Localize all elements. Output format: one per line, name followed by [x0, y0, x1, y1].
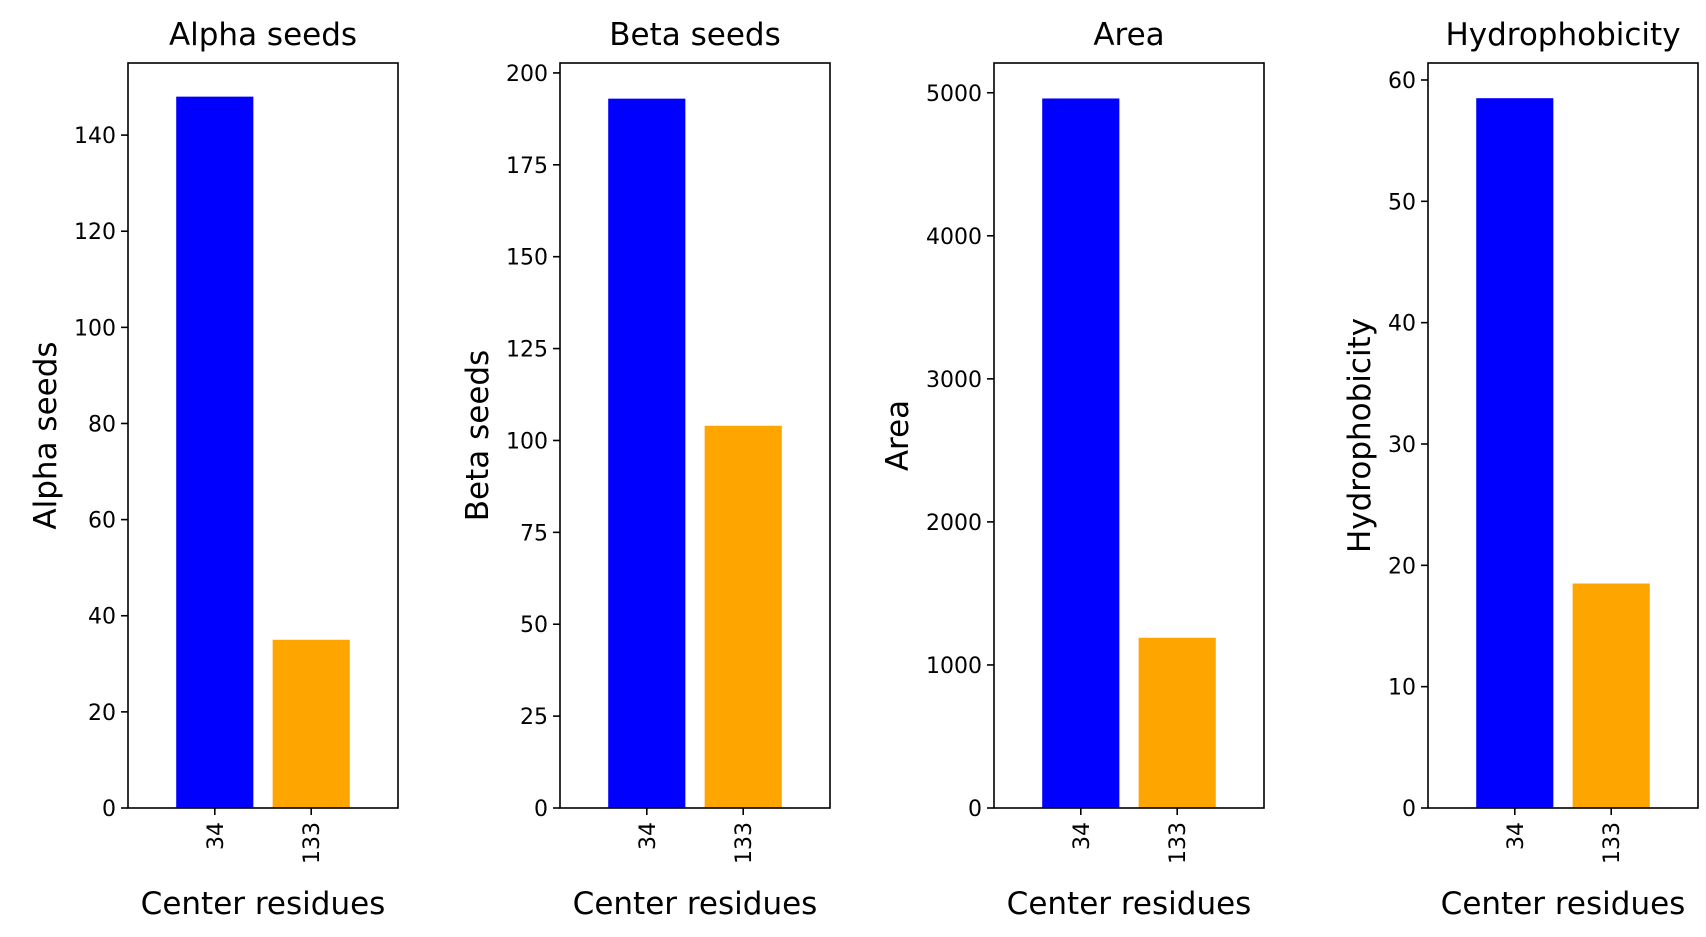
- chart-panel-2: 0 25 50 75 100 125 150 175 200 34 133 Beta seeds Cen…: [460, 17, 831, 922]
- y-tick-label: 30: [1388, 433, 1416, 458]
- x-axis-label: Center residues: [1441, 886, 1686, 922]
- bar-34: [176, 96, 254, 809]
- y-axis-label: Alpha seeds: [28, 341, 64, 529]
- bar-133: [272, 639, 350, 808]
- chart-panel-4: 0 10 20 30 40 50 60 34 133 Hydrophobicity Center r…: [1342, 17, 1699, 922]
- x-axis-label: Center residues: [1007, 886, 1252, 922]
- y-tick-label: 40: [1388, 312, 1416, 337]
- bar-133: [1138, 637, 1216, 808]
- x-tick-label-133: 133: [1166, 822, 1191, 864]
- plot-frame: [993, 62, 1265, 809]
- y-tick-label: 4000: [926, 225, 982, 250]
- y-tick-label: 5000: [926, 82, 982, 107]
- bar-133: [704, 425, 782, 808]
- y-tick-label: 80: [88, 412, 116, 437]
- y-axis-label: Area: [880, 400, 916, 471]
- x-axis-label: Center residues: [141, 886, 386, 922]
- plot-frame: [1427, 62, 1699, 809]
- y-tick-label: 0: [968, 797, 982, 822]
- y-tick-label: 100: [506, 429, 548, 454]
- chart-title: Beta seeds: [609, 17, 780, 53]
- y-tick-label: 0: [102, 797, 116, 822]
- y-tick-label: 60: [88, 509, 116, 534]
- plot-frame: [559, 62, 831, 809]
- x-tick-label-34: 34: [636, 822, 661, 850]
- x-tick-label-34: 34: [1070, 822, 1095, 850]
- x-tick-label-133: 133: [732, 822, 757, 864]
- chart-title: Area: [1093, 17, 1164, 53]
- y-tick-label: 140: [74, 124, 116, 149]
- y-tick-label: 150: [506, 246, 548, 271]
- bar-133: [1572, 583, 1650, 808]
- x-tick-label-34: 34: [204, 822, 229, 850]
- y-tick-label: 3000: [926, 368, 982, 393]
- y-tick-label: 100: [74, 316, 116, 341]
- bar-34: [1042, 98, 1120, 808]
- chart-title: Hydrophobicity: [1445, 17, 1680, 53]
- bar-34: [1476, 98, 1554, 808]
- x-tick-label-34: 34: [1504, 822, 1529, 850]
- y-tick-label: 125: [506, 338, 548, 363]
- x-axis-label: Center residues: [573, 886, 818, 922]
- y-tick-label: 40: [88, 605, 116, 630]
- y-tick-label: 0: [534, 797, 548, 822]
- chart-panel-3: 0 1000 2000 3000 4000 5000 34 133 Area Center res…: [880, 17, 1265, 922]
- x-tick-label-133: 133: [300, 822, 325, 864]
- y-tick-label: 50: [520, 613, 548, 638]
- y-tick-label: 200: [506, 62, 548, 87]
- x-tick-label-133: 133: [1600, 822, 1625, 864]
- y-tick-label: 1000: [926, 654, 982, 679]
- y-tick-label: 20: [1388, 554, 1416, 579]
- y-tick-label: 75: [520, 521, 548, 546]
- y-tick-label: 10: [1388, 676, 1416, 701]
- chart-title: Alpha seeds: [169, 17, 357, 53]
- plot-frame: [127, 62, 399, 809]
- chart-panel-1: 0 20 40 60 80 100 120 140 34 133 Alpha seeds Center…: [28, 17, 399, 922]
- y-axis-label: Hydrophobicity: [1342, 318, 1378, 553]
- bar-34: [608, 98, 686, 809]
- y-tick-label: 2000: [926, 511, 982, 536]
- y-tick-label: 50: [1388, 190, 1416, 215]
- y-tick-label: 0: [1402, 797, 1416, 822]
- y-tick-label: 60: [1388, 69, 1416, 94]
- y-tick-label: 120: [74, 220, 116, 245]
- y-tick-label: 20: [88, 701, 116, 726]
- y-tick-label: 25: [520, 705, 548, 730]
- y-axis-label: Beta seeds: [460, 350, 496, 521]
- y-tick-label: 175: [506, 154, 548, 179]
